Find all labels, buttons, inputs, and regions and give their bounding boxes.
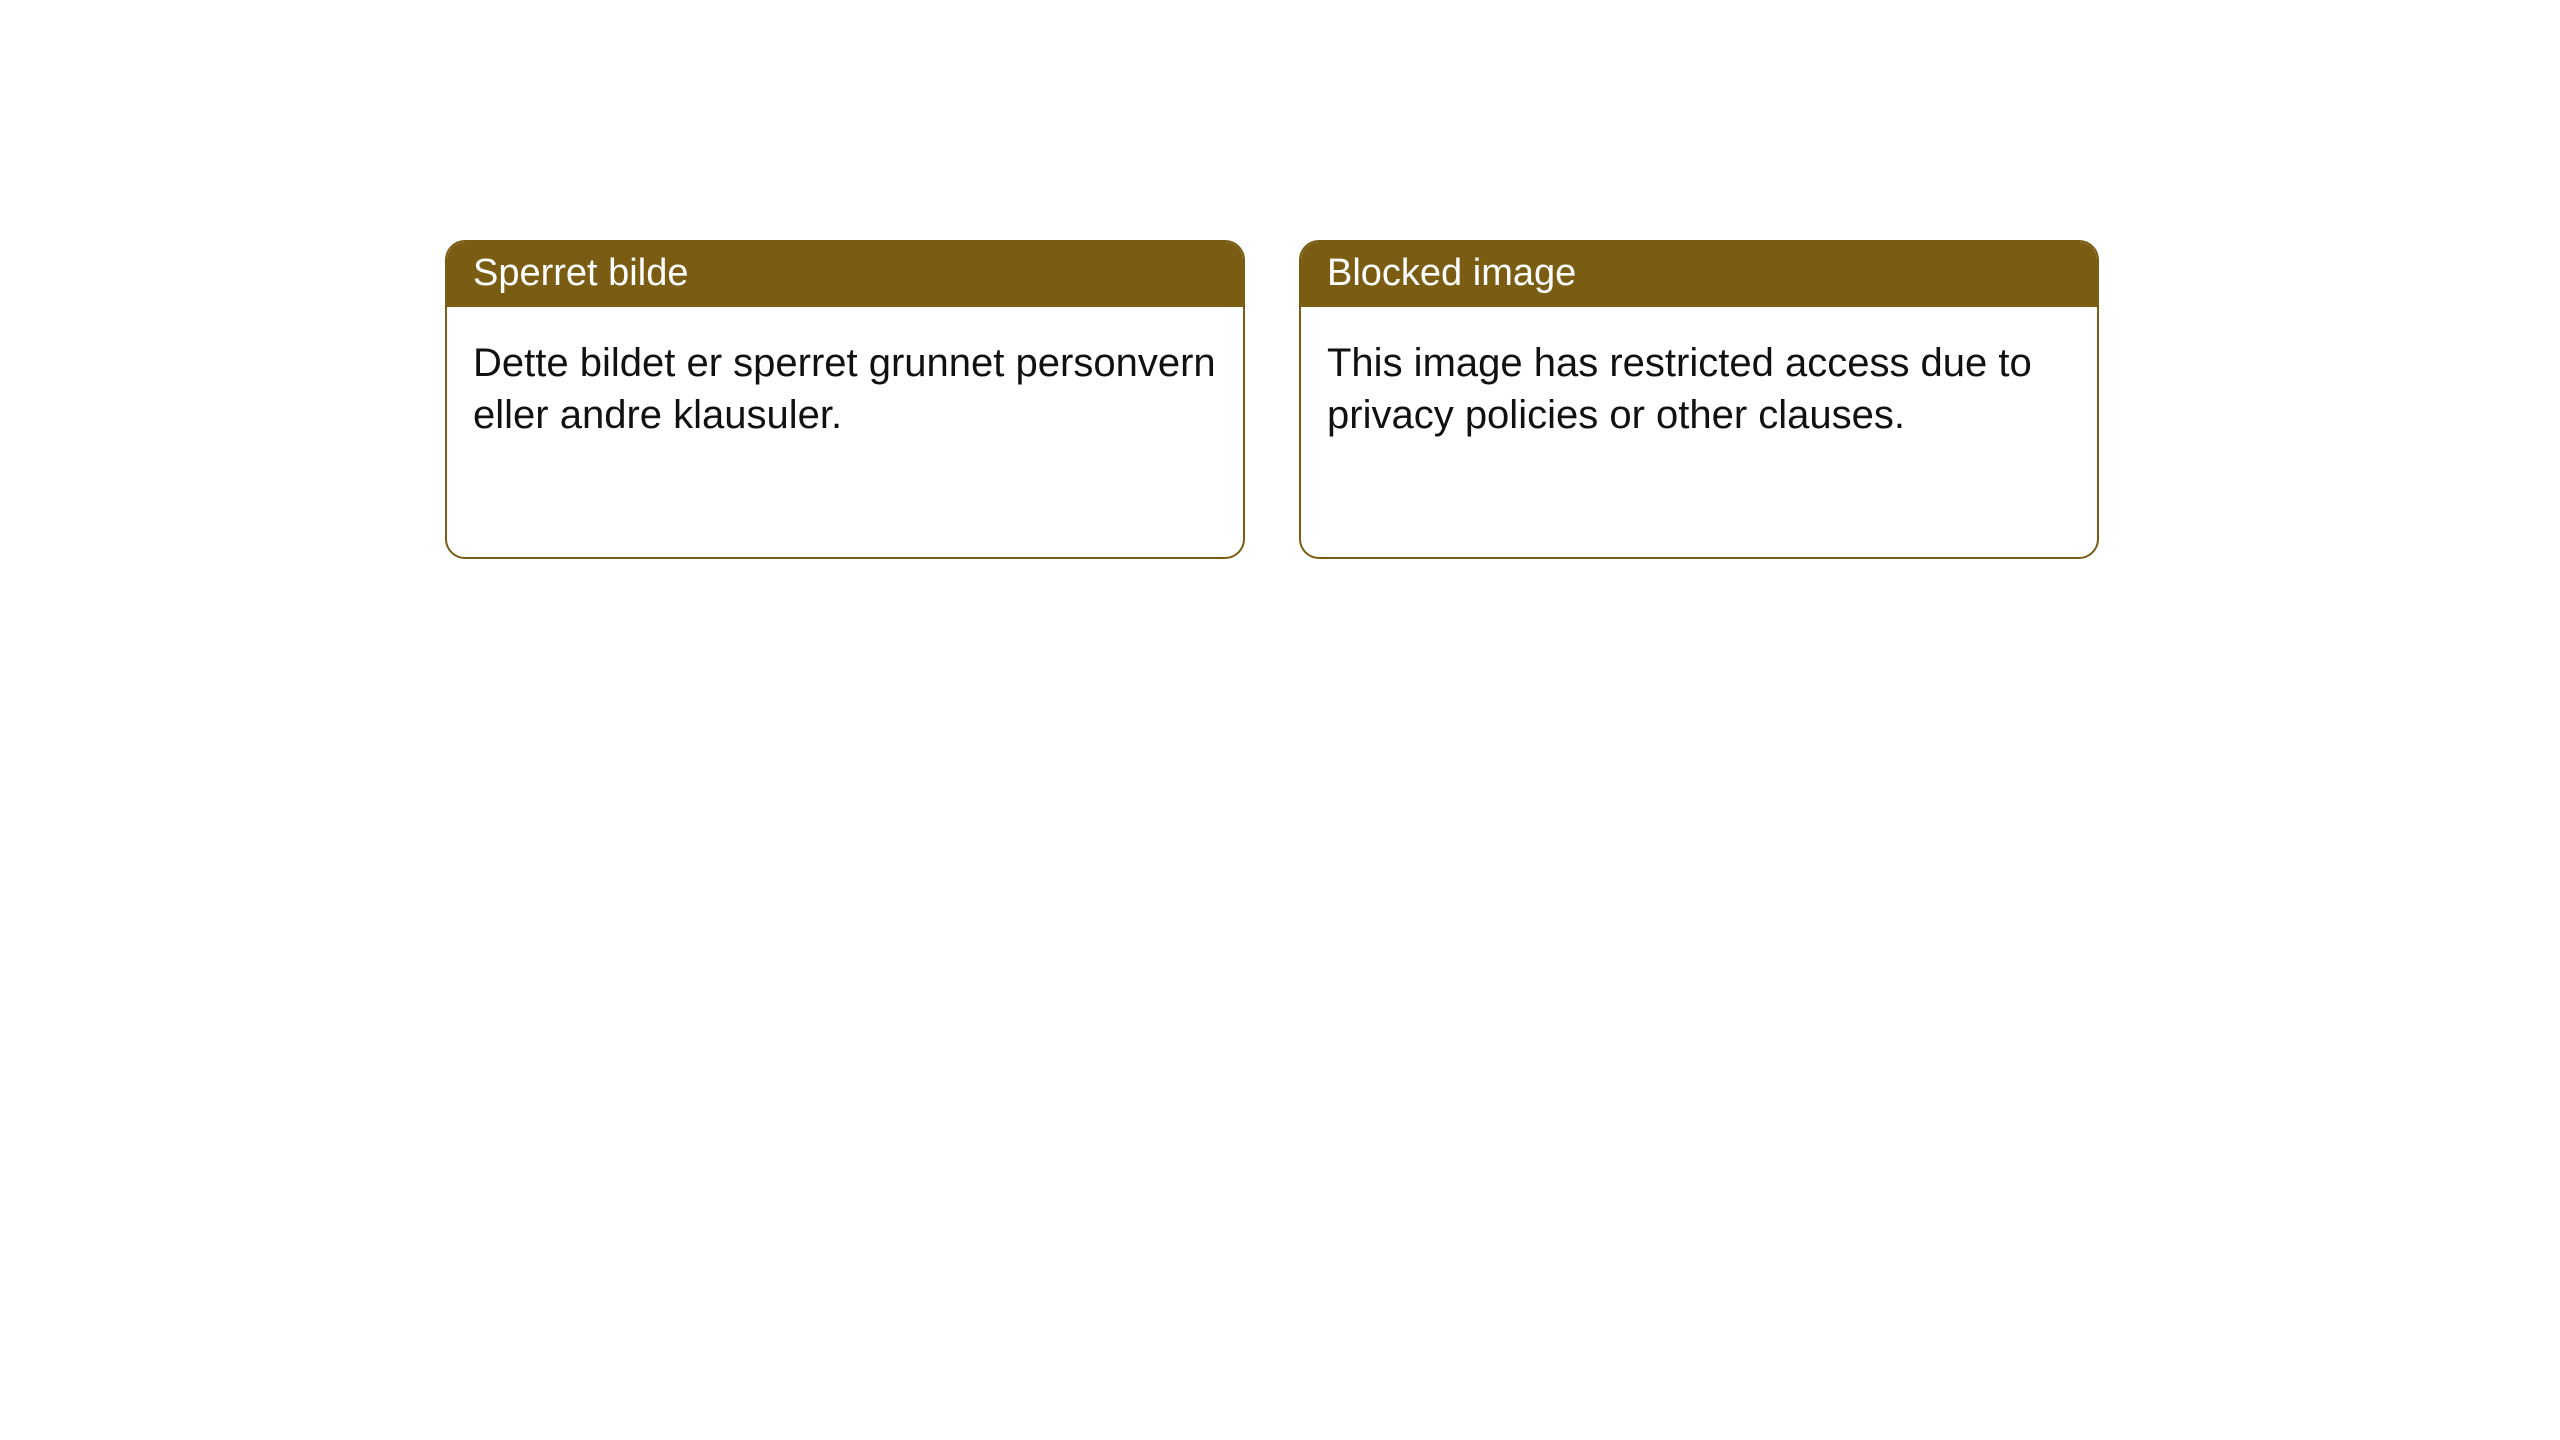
notice-container: Sperret bilde Dette bildet er sperret gr… — [445, 240, 2099, 559]
notice-message: This image has restricted access due to … — [1301, 307, 2097, 557]
notice-header: Blocked image — [1301, 242, 2097, 307]
notice-card-english: Blocked image This image has restricted … — [1299, 240, 2099, 559]
notice-message: Dette bildet er sperret grunnet personve… — [447, 307, 1243, 557]
notice-header: Sperret bilde — [447, 242, 1243, 307]
notice-card-norwegian: Sperret bilde Dette bildet er sperret gr… — [445, 240, 1245, 559]
